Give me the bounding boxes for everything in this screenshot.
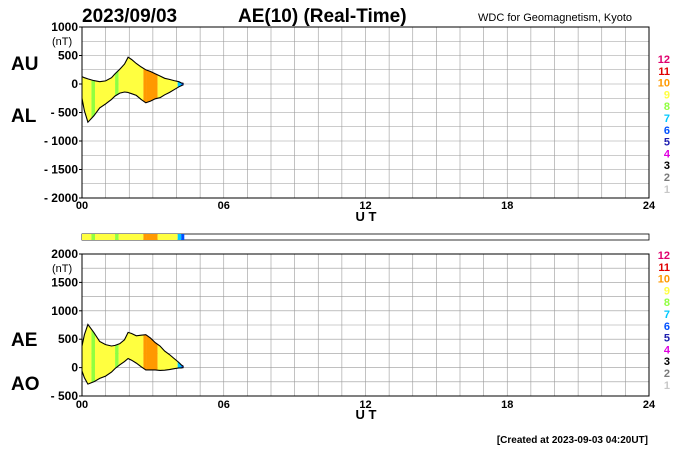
fill-segment bbox=[91, 324, 95, 385]
station-count-segment bbox=[82, 234, 92, 240]
series-line-ae bbox=[81, 323, 184, 367]
ae-ao-unit: (nT) bbox=[52, 263, 72, 275]
station-legend-entry: 4 bbox=[664, 344, 671, 356]
y-tick-label: - 1000 bbox=[44, 134, 78, 148]
ae-ao-x-label: U T bbox=[356, 407, 377, 422]
x-tick-label: 24 bbox=[643, 200, 656, 212]
x-tick-label: 18 bbox=[501, 399, 513, 411]
fill-segment bbox=[115, 324, 119, 385]
chart-title: AE(10) (Real-Time) bbox=[238, 6, 407, 27]
au-al-grid bbox=[82, 27, 649, 198]
fill-segment bbox=[146, 57, 158, 123]
ae-ao-x-ticks: 00 06 12 18 24 bbox=[76, 399, 656, 411]
x-tick-label: 00 bbox=[76, 200, 88, 212]
station-legend-entry: 3 bbox=[664, 356, 670, 368]
station-legend-entry: 4 bbox=[664, 148, 671, 160]
au-al-unit: (nT) bbox=[52, 36, 72, 48]
station-legend-entry: 8 bbox=[664, 297, 670, 309]
created-timestamp: [Created at 2023-09-03 04:20UT] bbox=[497, 435, 648, 446]
series-line-au bbox=[81, 56, 184, 84]
fill-segment bbox=[146, 324, 158, 385]
station-legend-entry: 8 bbox=[664, 101, 670, 113]
station-legend-entry: 10 bbox=[658, 274, 670, 286]
station-count-segment bbox=[94, 234, 116, 240]
station-legend-entry: 12 bbox=[658, 54, 670, 66]
series-line-ao bbox=[81, 357, 184, 385]
date-heading: 2023/09/03 bbox=[82, 6, 177, 27]
fill-segment bbox=[115, 57, 119, 123]
fill-segment bbox=[143, 324, 147, 385]
x-tick-label: 12 bbox=[359, 200, 371, 212]
station-legend-entry: 9 bbox=[664, 89, 670, 101]
station-legend-entry: 11 bbox=[658, 262, 670, 274]
fill-segment bbox=[91, 57, 95, 123]
station-count-segment bbox=[146, 234, 158, 240]
x-tick-label: 18 bbox=[501, 200, 513, 212]
station-legend-entry: 1 bbox=[664, 380, 670, 392]
x-tick-label: 12 bbox=[359, 399, 371, 411]
y-tick-label: - 1500 bbox=[44, 163, 78, 177]
station-count-segment bbox=[181, 234, 185, 240]
station-count-segment bbox=[118, 234, 144, 240]
fill-segment bbox=[82, 324, 92, 385]
fill-segment bbox=[82, 57, 92, 123]
station-count-segment bbox=[91, 234, 95, 240]
y-tick-label: - 500 bbox=[51, 389, 79, 403]
y-tick-label: 0 bbox=[71, 77, 78, 91]
y-tick-label: 1500 bbox=[51, 275, 78, 289]
al-label: AL bbox=[11, 106, 37, 127]
x-tick-label: 06 bbox=[218, 399, 230, 411]
series-line-al bbox=[81, 84, 184, 124]
station-legend-entry: 1 bbox=[664, 184, 670, 196]
station-legend-entry: 11 bbox=[658, 66, 670, 78]
station-legend-entry: 3 bbox=[664, 160, 670, 172]
station-count-segment bbox=[143, 234, 147, 240]
station-count-segment bbox=[115, 234, 119, 240]
station-legend-entry: 5 bbox=[664, 137, 670, 149]
y-tick-label: - 2000 bbox=[44, 191, 78, 205]
station-count-segment bbox=[157, 234, 178, 240]
station-legend-entry: 7 bbox=[664, 113, 670, 125]
ao-label: AO bbox=[11, 374, 40, 395]
station-legend-entry: 2 bbox=[664, 368, 670, 380]
y-tick-label: 1000 bbox=[51, 20, 78, 34]
station-legend-entry: 6 bbox=[664, 125, 670, 137]
ae-ao-frame bbox=[81, 253, 650, 397]
au-al-curves bbox=[81, 56, 184, 124]
station-legend-entry: 9 bbox=[664, 285, 670, 297]
x-tick-label: 24 bbox=[643, 399, 656, 411]
ae-ao-y-ticks: 2000 1500 1000 500 0 - 500 bbox=[51, 247, 82, 403]
station-count-segment bbox=[177, 234, 182, 240]
fill-segment bbox=[143, 57, 147, 123]
x-tick-label: 00 bbox=[76, 399, 88, 411]
station-legend-entry: 12 bbox=[658, 250, 670, 262]
y-tick-label: 500 bbox=[58, 332, 78, 346]
y-tick-label: 2000 bbox=[51, 247, 78, 261]
ae-label: AE bbox=[11, 330, 37, 351]
ae-ao-curves bbox=[81, 323, 184, 385]
y-tick-label: 0 bbox=[71, 361, 78, 375]
au-al-x-label: U T bbox=[356, 209, 377, 224]
source-label: WDC for Geomagnetism, Kyoto bbox=[478, 12, 632, 24]
station-legend-entry: 7 bbox=[664, 309, 670, 321]
y-tick-label: - 500 bbox=[51, 106, 79, 120]
station-legend-entry: 5 bbox=[664, 333, 670, 345]
ae-ao-grid bbox=[82, 254, 649, 396]
y-tick-label: 500 bbox=[58, 49, 78, 63]
station-legend-entry: 6 bbox=[664, 321, 670, 333]
au-al-x-ticks: 00 06 12 18 24 bbox=[76, 200, 656, 212]
station-legend-entry: 2 bbox=[664, 172, 670, 184]
x-tick-label: 06 bbox=[218, 200, 230, 212]
au-label: AU bbox=[11, 54, 38, 75]
y-tick-label: 1000 bbox=[51, 304, 78, 318]
station-count-segments bbox=[82, 234, 185, 240]
au-al-y-ticks: 1000 500 0 - 500 - 1000 - 1500 - 2000 bbox=[44, 20, 82, 205]
station-legend-entry: 10 bbox=[658, 78, 670, 90]
